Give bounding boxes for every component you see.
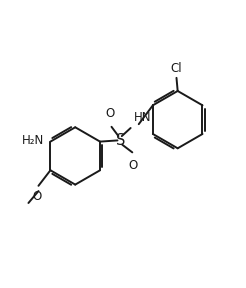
Text: O: O	[129, 159, 138, 172]
Text: HN: HN	[134, 111, 152, 124]
Text: H₂N: H₂N	[22, 134, 45, 147]
Text: Cl: Cl	[171, 62, 182, 75]
Text: S: S	[116, 133, 125, 148]
Text: O: O	[33, 190, 42, 203]
Text: O: O	[105, 107, 114, 120]
